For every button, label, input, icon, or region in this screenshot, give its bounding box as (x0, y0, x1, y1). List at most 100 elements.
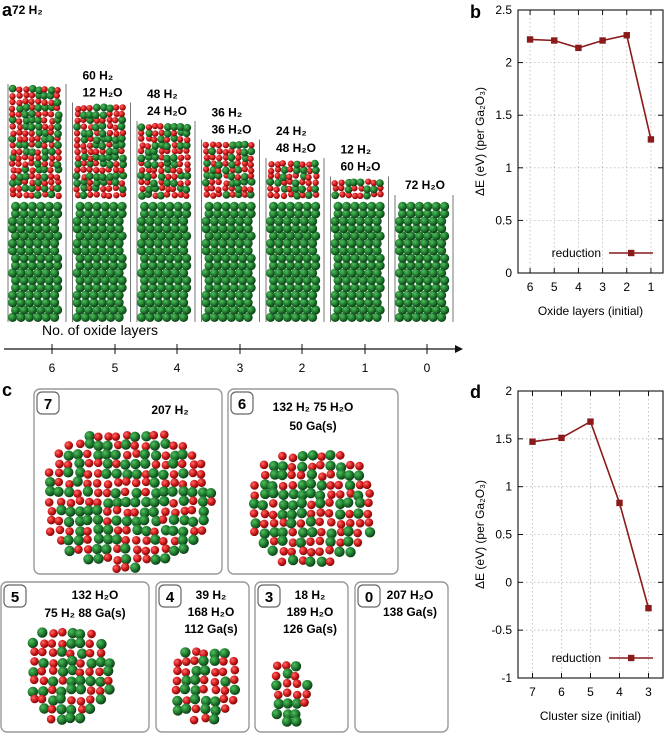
cluster-box-6: 6 132 H₂ 75 H₂O 50 Ga(s) (227, 388, 399, 575)
cluster-label: 189 H₂O (287, 605, 334, 619)
legend-marker (628, 249, 635, 257)
axis-tick-label: 6 (49, 361, 56, 375)
panel-letter-a: a (2, 0, 13, 20)
slab-3: 36 H₂ 36 H₂O (201, 106, 260, 322)
y-tick-label: 2.5 (495, 3, 512, 17)
x-tick-label: 3 (599, 280, 606, 294)
cluster-box-7: 7 207 H₂ (33, 388, 223, 575)
data-point (526, 36, 534, 43)
panel-letter-d: d (470, 382, 481, 402)
x-tick-label: 6 (527, 280, 534, 294)
x-axis-label: Oxide layers (initial) (538, 304, 643, 318)
slab-label: 60 H₂ (83, 69, 114, 83)
slab-2: 24 H₂ 48 H₂O (265, 124, 325, 322)
cluster-label: 168 H₂O (188, 605, 235, 619)
cluster-number-badge (3, 584, 27, 608)
x-tick-label: 1 (648, 280, 655, 294)
x-tick-label: 4 (616, 685, 623, 699)
cluster-atoms (271, 661, 313, 727)
slab-label: 24 H₂ (276, 124, 307, 138)
panel-a-slabs: 72 H₂ 60 H₂ 12 H₂O 48 H₂ 24 H₂O 36 H₂ 36 H₂O 24… (7, 3, 454, 322)
data-point (551, 37, 558, 44)
cluster-label: 39 H₂ (196, 588, 227, 602)
cluster-atoms (44, 430, 217, 574)
cluster-number-badge (36, 391, 60, 415)
cluster-box-frame (354, 581, 449, 733)
slab-4: 48 H₂ 24 H₂O (136, 87, 196, 322)
slab-label: 36 H₂O (212, 123, 252, 137)
y-tick-label: 2 (505, 384, 512, 398)
slab-label: 48 H₂ (147, 87, 178, 101)
legend-marker (628, 654, 635, 662)
slab-label: 60 H₂O (341, 160, 381, 174)
x-tick-label: 6 (558, 685, 565, 699)
cluster-box-3: 3 18 H₂ 189 H₂O 126 Ga(s) (254, 581, 349, 733)
cluster-number: 0 (365, 589, 373, 606)
slab-label: 36 H₂ (212, 106, 243, 120)
axis-tick-label: 3 (237, 361, 244, 375)
slab-atoms (8, 84, 63, 322)
data-point (645, 604, 652, 612)
cluster-number: 6 (238, 396, 246, 413)
slab-atoms (395, 201, 450, 322)
y-tick-label: 2 (505, 56, 512, 70)
axis-title: No. of oxide layers (42, 322, 158, 338)
cluster-label: 18 H₂ (295, 588, 326, 602)
data-point (587, 418, 594, 425)
x-tick-label: 4 (575, 280, 582, 294)
cluster-label: 207 H₂ (151, 403, 188, 417)
data-point (599, 37, 606, 44)
data-point (616, 499, 623, 507)
data-point (575, 44, 582, 52)
slab-label: 48 H₂O (276, 141, 316, 155)
y-axis-label: ΔE (eV) (per Ga₂O₃) (473, 87, 487, 196)
y-tick-label: 0 (505, 575, 512, 589)
y-tick-label: 1 (505, 480, 512, 494)
y-tick-label: 1.5 (495, 432, 512, 446)
x-tick-label: 7 (529, 685, 536, 699)
y-tick-label: 1 (505, 161, 512, 175)
chart-d-cluster-size: -1 -0.5 0 0.5 1 1.5 2 7 6 5 4 3 reduction Cluster siz… (473, 384, 664, 723)
y-tick-label: 0.5 (495, 528, 512, 542)
panel-letter-b: b (470, 2, 481, 22)
series-line-reduction (530, 34, 652, 140)
data-point (529, 438, 536, 445)
cluster-number-badge (357, 584, 381, 608)
slab-label: 12 H₂O (83, 86, 123, 100)
y-tick-label: 0.5 (495, 213, 512, 227)
plot-frame (517, 9, 664, 274)
panel-c-clusters: 7 207 H₂ 6 132 H₂ 75 H₂O 50 Ga(s) 5 132 H₂O 75 … (0, 388, 449, 733)
data-point (558, 434, 565, 442)
cluster-label: 132 H₂ 75 H₂O (273, 400, 354, 414)
cluster-label: 75 H₂ 88 Ga(s) (44, 606, 125, 620)
panel-letter-c: c (2, 380, 12, 400)
slab-atoms (266, 159, 321, 322)
cluster-atoms (171, 647, 241, 725)
x-tick-label: 2 (623, 280, 630, 294)
cluster-number-badge (158, 584, 182, 608)
slab-label: 12 H₂ (341, 143, 372, 157)
cluster-label: 138 Ga(s) (383, 605, 437, 619)
cluster-number: 7 (44, 396, 52, 413)
cluster-label: 112 Ga(s) (184, 622, 237, 636)
cluster-label: 50 Ga(s) (289, 419, 336, 433)
x-tick-label: 5 (551, 280, 558, 294)
cluster-number: 4 (166, 589, 175, 606)
slab-atoms (72, 103, 128, 322)
cluster-label: 126 Ga(s) (283, 622, 337, 636)
cluster-atoms (248, 450, 376, 567)
axis-tick-label: 0 (424, 361, 431, 375)
cluster-number-badge (230, 391, 254, 415)
axis-arrow-icon (455, 345, 463, 353)
slab-atoms (330, 178, 385, 322)
axis-tick-label: 2 (299, 361, 306, 375)
x-axis-label: Cluster size (initial) (540, 709, 641, 723)
y-tick-label: -0.5 (491, 623, 512, 637)
cluster-atoms (27, 627, 115, 725)
chart-b-oxide-layers: 0 0.5 1 1.5 2 2.5 6 5 4 3 2 1 reduction Oxide layers … (473, 3, 664, 318)
cluster-box-4: 4 39 H₂ 168 H₂O 112 Ga(s) (155, 581, 250, 733)
y-axis-label: ΔE (eV) (per Ga₂O₃) (473, 480, 487, 589)
slab-5: 60 H₂ 12 H₂O (72, 69, 131, 322)
axis-tick-label: 5 (112, 361, 119, 375)
